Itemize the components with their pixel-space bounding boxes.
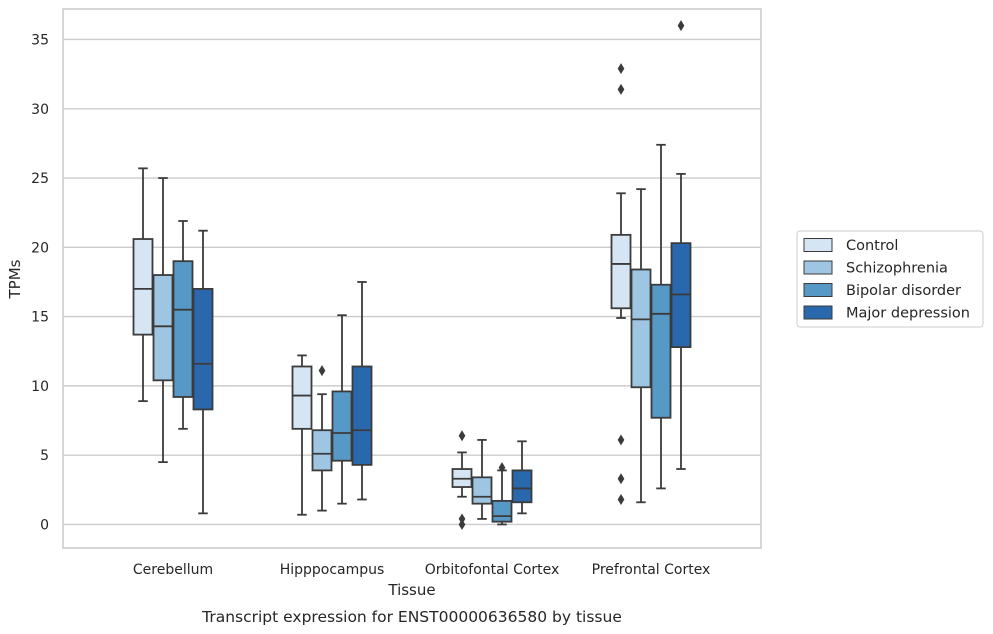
plot-frame (62, 8, 762, 549)
box-0-2 (172, 220, 194, 430)
legend-swatch-0 (803, 238, 833, 252)
legend-label-0: Control (846, 238, 898, 254)
y-tick-labels: 0 5 10 15 20 25 30 35 (31, 32, 49, 533)
box-body (650, 283, 672, 419)
legend-swatch-2 (803, 283, 833, 297)
flier-4 (617, 494, 625, 505)
x-tick-labels: Cerebellum Hipppocampus Orbitofontal Corte… (133, 562, 710, 578)
box-body (471, 476, 493, 505)
box-body (172, 260, 194, 398)
box-body (192, 287, 214, 411)
box-1-0 (291, 354, 313, 516)
legend-label-1: Schizophrenia (846, 261, 948, 277)
flier-1 (617, 83, 625, 95)
flier-0 (458, 430, 466, 442)
box-body (610, 233, 632, 310)
box-2-1 (471, 439, 493, 520)
y-tick-label-2: 10 (31, 379, 49, 395)
flier-2 (617, 434, 625, 446)
flier-3 (617, 473, 625, 485)
box-2-3 (511, 440, 533, 515)
box-3-0 (610, 63, 632, 505)
legend-label-2: Bipolar disorder (846, 283, 961, 299)
box-body (331, 390, 353, 462)
box-3-3 (670, 20, 692, 470)
box-3-1 (630, 188, 652, 504)
box-1-1 (311, 365, 333, 512)
box-body (132, 238, 154, 336)
box-body (511, 469, 533, 504)
legend-frame (796, 230, 984, 328)
legend: Control Schizophrenia Bipolar disorder Majo… (796, 230, 984, 328)
x-tick-label-0: Cerebellum (133, 562, 213, 578)
y-tick-label-7: 35 (31, 32, 49, 48)
box-0-0 (132, 167, 154, 403)
y-tick-label-0: 0 (40, 517, 49, 533)
box-2-2 (491, 462, 513, 526)
y-tick-label-5: 25 (31, 171, 49, 187)
x-tick-label-2: Orbitofontal Cortex (425, 562, 560, 578)
y-tick-label-4: 20 (31, 240, 49, 256)
box-groups (132, 20, 692, 530)
legend-label-3: Major depression (846, 306, 970, 322)
box-body (630, 268, 652, 389)
box-body (351, 365, 373, 466)
y-tick-label-3: 15 (31, 310, 49, 326)
box-3-2 (650, 143, 672, 490)
box-0-3 (192, 229, 214, 515)
chart-caption: Transcript expression for ENST0000063658… (201, 608, 622, 626)
flier-0 (498, 462, 506, 474)
flier-0 (677, 20, 685, 32)
box-body (491, 499, 513, 523)
legend-swatch-3 (803, 305, 833, 320)
flier-0 (318, 365, 326, 377)
x-axis-title: Tissue (387, 581, 435, 599)
flier-0 (617, 63, 625, 75)
box-2-0 (451, 430, 473, 530)
box-1-3 (351, 281, 373, 501)
box-body (311, 429, 333, 472)
y-tick-label-1: 5 (40, 448, 49, 464)
box-1-2 (331, 314, 353, 505)
x-tick-label-3: Prefrontal Cortex (592, 562, 711, 578)
box-0-1 (152, 177, 174, 463)
y-tick-label-6: 30 (31, 102, 49, 118)
flier-1 (458, 513, 466, 525)
y-axis-title: TPMs (6, 259, 24, 299)
box-body (152, 274, 174, 382)
flier-2 (458, 518, 466, 530)
x-tick-label-1: Hipppocampus (280, 562, 385, 578)
legend-swatch-1 (803, 260, 833, 275)
box-body (291, 365, 313, 430)
